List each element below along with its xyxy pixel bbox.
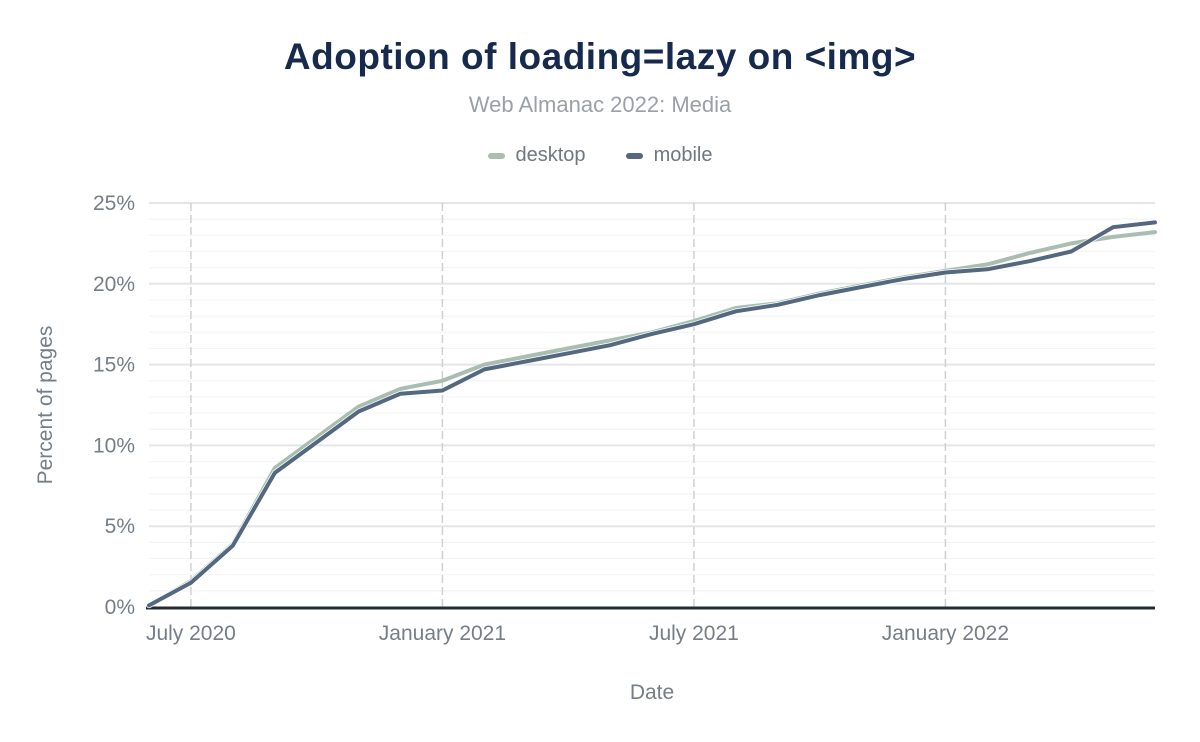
desktop-series-swatch [487, 152, 505, 159]
x-tick-label: January 2021 [379, 622, 506, 645]
y-tick-label: 0% [105, 596, 135, 619]
y-axis-title: Percent of pages [34, 326, 57, 485]
x-tick-label: January 2022 [882, 622, 1009, 645]
mobile-series-line [147, 220, 1157, 608]
mobile-series-halo [146, 219, 1158, 609]
legend-item-desktop: desktop [487, 144, 586, 167]
legend-item-mobile: mobile [625, 144, 713, 167]
chart-subtitle: Web Almanac 2022: Media [468, 92, 732, 117]
y-tick-label: 20% [93, 273, 135, 296]
y-tick-label: 5% [105, 515, 135, 538]
x-tick-label: July 2021 [649, 622, 739, 645]
x-axis-title: Date [630, 681, 674, 704]
y-tick-label: 10% [93, 434, 135, 457]
y-tick-label: 15% [93, 354, 135, 377]
chart-title: Adoption of loading=lazy on <img> [283, 36, 917, 77]
y-tick-label: 25% [93, 192, 135, 215]
desktop-series-line [147, 230, 1157, 608]
x-tick-label: July 2020 [146, 622, 236, 645]
legend: desktop mobile [0, 144, 1200, 167]
mobile-series-swatch [625, 152, 643, 159]
legend-label-desktop: desktop [515, 144, 586, 166]
legend-label-mobile: mobile [653, 144, 713, 166]
